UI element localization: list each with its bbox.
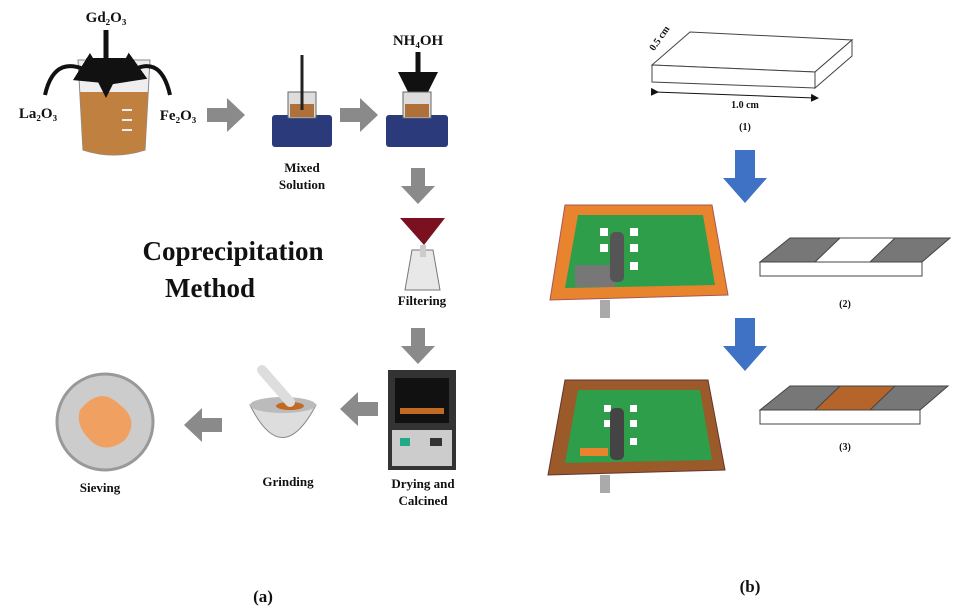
caption: (b)	[740, 577, 761, 596]
oven	[388, 370, 456, 470]
step-label: Sieving	[80, 480, 121, 495]
strip	[758, 385, 950, 425]
dimension-label: 0.5 cm	[647, 23, 672, 53]
stage-label: (2)	[839, 299, 851, 310]
flow-arrows	[723, 150, 767, 371]
stage-label: (1)	[739, 122, 751, 133]
beaker	[77, 59, 151, 156]
flow-arrows	[184, 98, 435, 442]
step-label: Filtering	[398, 293, 447, 308]
caption: (a)	[253, 587, 273, 606]
flask	[400, 218, 445, 291]
screen-printer	[549, 204, 729, 318]
reagent-label: Gd₂O₃	[86, 10, 127, 26]
stage-label: (3)	[839, 442, 851, 453]
arrow	[43, 52, 109, 96]
method-title: Coprecipitation Method	[143, 236, 324, 303]
strip	[758, 237, 952, 277]
substrate	[650, 31, 854, 90]
arrow	[111, 52, 172, 96]
sieve	[55, 372, 155, 472]
mortar	[249, 365, 317, 438]
step-label: Mixed Solution	[279, 160, 326, 192]
dimension-label: 1.0 cm	[731, 100, 759, 111]
panel-a: Gd₂O₃ La₂O₃ Fe₂O₃ NH₄OH Mixed Solution	[19, 10, 456, 606]
stirrer	[272, 55, 332, 147]
panel-b: 0.5 cm 1.0 cm (1) (2)	[547, 23, 952, 596]
stirrer	[386, 91, 448, 147]
screen-printer	[547, 379, 726, 493]
step-label: Grinding	[262, 474, 314, 489]
step-label: Drying and Calcined	[391, 476, 455, 508]
reagent-label: La₂O₃	[19, 106, 58, 122]
reagent-label: NH₄OH	[393, 33, 444, 49]
reagent-label: Fe₂O₃	[160, 108, 197, 124]
